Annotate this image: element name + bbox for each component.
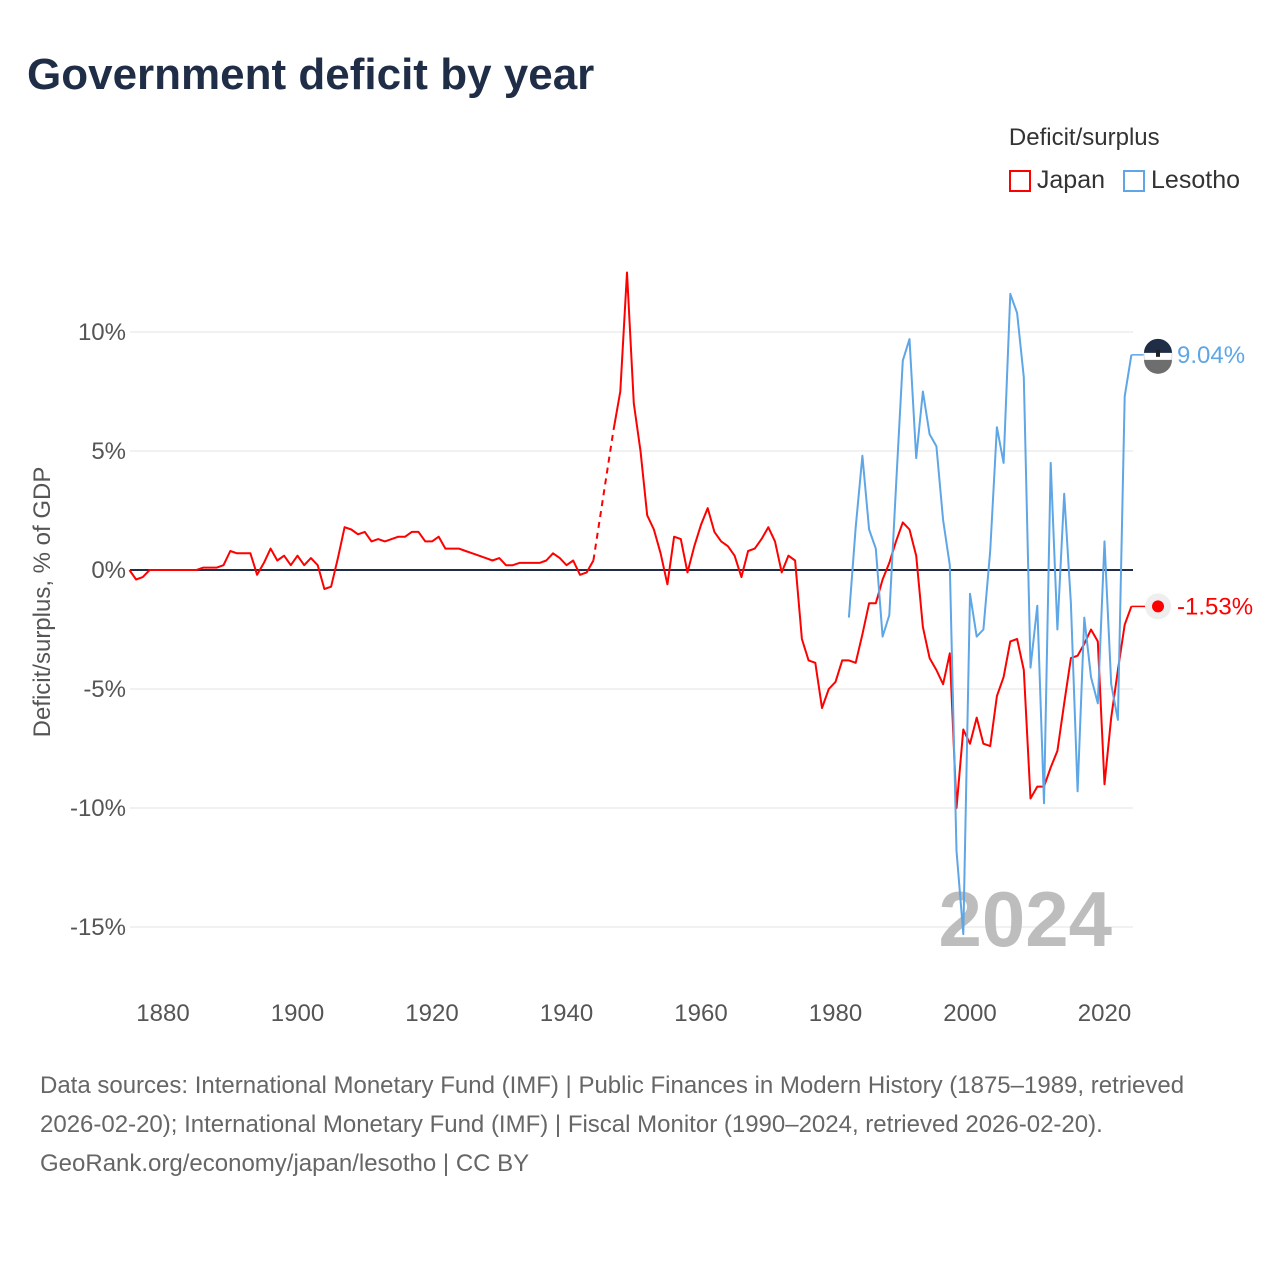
end-labels: -1.53% 9.04% bbox=[1131, 338, 1253, 620]
y-tick-label: -15% bbox=[70, 914, 126, 941]
end-label-japan: -1.53% bbox=[1177, 593, 1253, 620]
y-tick-label: -10% bbox=[70, 795, 126, 822]
y-tick-label: 10% bbox=[78, 319, 126, 346]
x-tick-label: 1900 bbox=[271, 1000, 324, 1027]
flag-top bbox=[1144, 338, 1172, 353]
legend-label-lesotho: Lesotho bbox=[1151, 166, 1240, 194]
y-tick-label: 0% bbox=[91, 557, 126, 584]
x-tick-label: 1920 bbox=[405, 1000, 458, 1027]
x-tick-label: 1880 bbox=[136, 1000, 189, 1027]
flag-hat bbox=[1156, 349, 1160, 357]
x-tick-label: 2020 bbox=[1078, 1000, 1131, 1027]
legend-label-japan: Japan bbox=[1036, 166, 1106, 194]
lesotho-flag-icon bbox=[1143, 338, 1173, 374]
x-axis-ticks: 1880 1900 1920 1940 1960 1980 2000 2020 bbox=[136, 1000, 1131, 1027]
x-tick-label: 2000 bbox=[943, 1000, 996, 1027]
chart-area: 10%5%0%-5%-10%-15% 1880 1900 1920 1940 1960 1… bbox=[29, 271, 1253, 1027]
legend-title: Deficit/surplus bbox=[1008, 124, 1160, 151]
japan-flag-dot bbox=[1152, 600, 1164, 613]
legend-item-japan[interactable]: Japan bbox=[1008, 166, 1106, 195]
legend-swatch-lesotho bbox=[1123, 169, 1146, 192]
y-axis-label: Deficit/surplus, % of GDP bbox=[29, 467, 56, 738]
legend-item-lesotho[interactable]: Lesotho bbox=[1123, 166, 1240, 195]
chart-title: Government deficit by year bbox=[27, 50, 595, 99]
gridlines bbox=[130, 331, 1133, 928]
x-tick-label: 1980 bbox=[809, 1000, 862, 1027]
x-tick-label: 1940 bbox=[540, 1000, 593, 1027]
sources-text: Data sources: International Monetary Fun… bbox=[40, 1072, 1185, 1138]
series-line-lesotho bbox=[847, 292, 1133, 936]
source-link[interactable]: GeoRank.org/economy/japan/lesotho | CC B… bbox=[40, 1150, 530, 1177]
legend-swatch-japan bbox=[1008, 169, 1031, 192]
year-watermark: 2024 bbox=[938, 875, 1112, 963]
y-axis-ticks: 10% 5% 0% -5% -10% -15% bbox=[70, 319, 126, 941]
legend: Deficit/surplus Japan Lesotho bbox=[1008, 124, 1240, 195]
end-label-lesotho: 9.04% bbox=[1177, 342, 1245, 369]
data-sources: Data sources: International Monetary Fun… bbox=[40, 1066, 1240, 1183]
y-tick-label: -5% bbox=[83, 676, 126, 703]
flag-bottom bbox=[1144, 359, 1172, 374]
y-tick-label: 5% bbox=[91, 438, 126, 465]
series-lines bbox=[128, 271, 1133, 936]
series-gap-japan bbox=[592, 429, 615, 561]
x-tick-label: 1960 bbox=[674, 1000, 727, 1027]
series-line-japan bbox=[128, 526, 595, 590]
